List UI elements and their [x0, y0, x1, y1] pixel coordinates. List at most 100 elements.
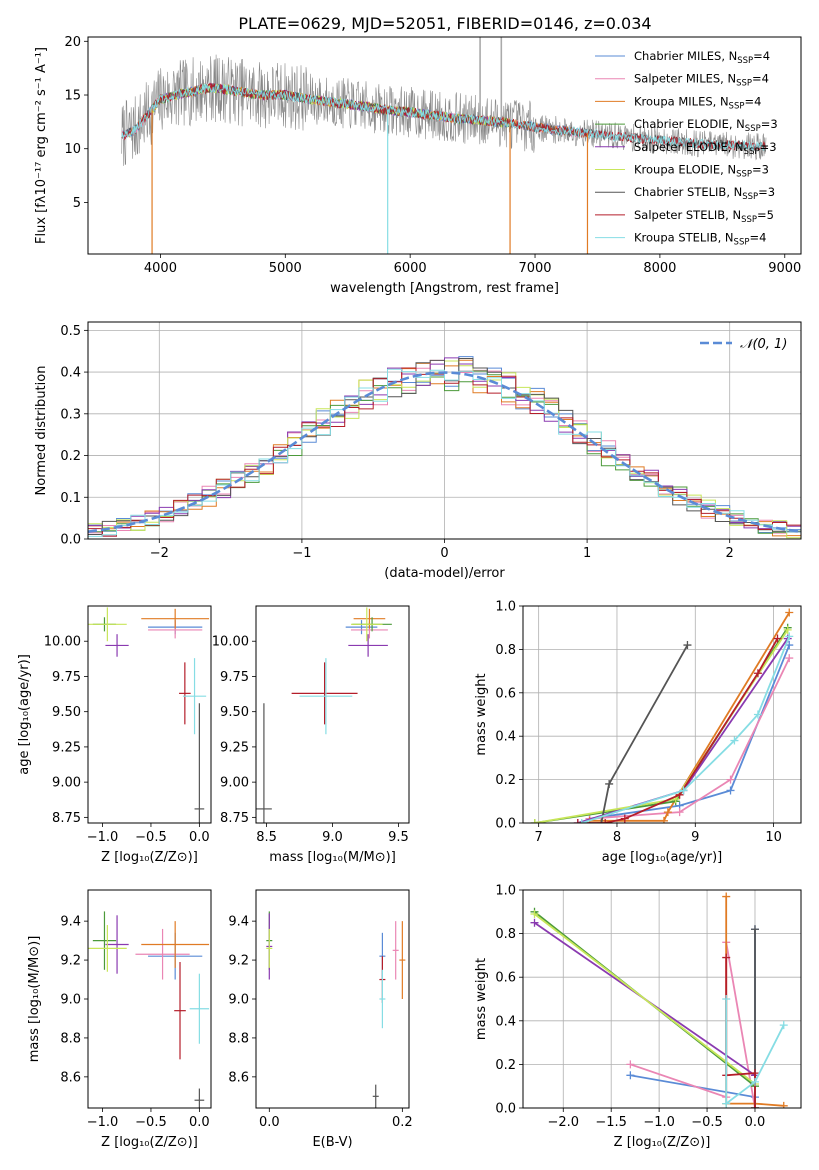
- series-marker: [577, 819, 586, 823]
- y-axis-label: mass weight: [474, 673, 489, 755]
- series-line: [534, 629, 789, 823]
- y-tick-label: 8.8: [60, 1031, 81, 1046]
- figure-title: PLATE=0629, MJD=52051, FIBERID=0146, z=0…: [238, 14, 651, 33]
- errorbar-point-kroupa-elodie: [350, 607, 383, 642]
- series-salpeter-stelib: [573, 634, 782, 823]
- weight-vs-metallicity-panel: −2.0 −1.5 −1.0 −0.5 0.0 0.0 0.2 0.4 0.6 0.8 1.0 Z […: [474, 884, 802, 1150]
- x-tick-label: 0.2: [392, 1115, 413, 1130]
- x-tick-label: 8000: [643, 261, 676, 276]
- x-tick-label: 10: [765, 830, 782, 845]
- errorbar-point-kroupa-elodie: [88, 607, 127, 642]
- x-axis-label: age [log₁₀(age/yr)]: [602, 850, 723, 865]
- errorbar-point-kroupa-elodie: [88, 925, 127, 972]
- errorbar-point-chabrier-stelib: [194, 703, 205, 823]
- x-tick-label: −1.5: [595, 1115, 627, 1130]
- series-line: [534, 627, 789, 823]
- plot-area: [266, 911, 406, 1108]
- errorbar-point-salpeter-elodie: [105, 634, 129, 657]
- errorbar-point-chabrier-stelib: [256, 703, 272, 823]
- series-marker: [659, 816, 668, 823]
- series-salpeter-elodie: [530, 918, 759, 1108]
- legend: 𝒩(0, 1): [700, 337, 787, 352]
- x-tick-label: 0.0: [745, 1115, 766, 1130]
- x-tick-label: 0.0: [259, 1115, 280, 1130]
- series-marker: [722, 953, 731, 962]
- y-tick-label: 0.4: [495, 1014, 516, 1029]
- series-marker: [726, 775, 735, 784]
- series-marker: [773, 634, 782, 643]
- series-kroupa-elodie: [530, 909, 759, 1108]
- x-tick-label: 9.5: [388, 830, 409, 845]
- errorbar-point-salpeter-stelib: [291, 662, 358, 725]
- axes-frame: [255, 889, 410, 1109]
- plot-area: [256, 607, 392, 823]
- x-tick-label: 9.0: [322, 830, 343, 845]
- y-tick-label: 0.4: [495, 730, 516, 745]
- series-chabrier-stelib: [597, 641, 692, 823]
- series-line: [577, 638, 779, 823]
- x-tick-label: −0.5: [135, 830, 167, 845]
- series-marker: [750, 925, 759, 934]
- y-tick-label: 0.2: [495, 1058, 516, 1073]
- series-marker: [597, 819, 606, 823]
- y-tick-label: 8.8: [228, 1031, 249, 1046]
- series-marker: [601, 819, 610, 823]
- x-tick-label: −2: [150, 546, 169, 561]
- errorbar-point-salpeter-stelib: [179, 662, 191, 725]
- x-axis-label: Z [log₁₀(Z/Z⊙)]: [101, 850, 198, 865]
- y-tick-label: 9.2: [60, 954, 81, 969]
- y-tick-label: 1.0: [495, 600, 516, 615]
- legend-label: Kroupa STELIB, NSSP=4: [634, 231, 766, 248]
- x-tick-label: 0: [440, 546, 448, 561]
- x-tick-label: 9000: [768, 261, 801, 276]
- x-axis-label: Z [log₁₀(Z/Z⊙)]: [614, 1135, 711, 1150]
- x-tick-label: −0.5: [691, 1115, 723, 1130]
- y-tick-label: 9.25: [52, 740, 81, 755]
- series-marker: [530, 819, 539, 823]
- legend-label: Kroupa MILES, NSSP=4: [634, 94, 761, 111]
- y-tick-label: 9.75: [220, 670, 249, 685]
- legend-label: Chabrier MILES, NSSP=4: [634, 49, 770, 66]
- series-marker: [722, 1099, 731, 1108]
- series-marker: [530, 909, 539, 918]
- y-tick-label: 0.2: [60, 449, 81, 464]
- age-vs-metallicity-panel: −1.0 −0.5 0.0 8.75 9.00 9.25 9.50 9.75 10.00 Z [l…: [17, 605, 212, 865]
- observed-spectrum: [121, 54, 767, 166]
- series-marker: [573, 819, 582, 823]
- legend-label: Chabrier ELODIE, NSSP=3: [634, 117, 778, 134]
- y-tick-label: 5: [73, 196, 81, 211]
- series-marker: [626, 1071, 635, 1080]
- axes-frame: [87, 605, 212, 824]
- legend-label: Salpeter MILES, NSSP=4: [634, 72, 769, 89]
- errorbar-point-kroupa-stelib: [299, 658, 353, 735]
- y-axis-label: age [log₁₀(age/yr)]: [17, 654, 32, 775]
- series-marker: [753, 669, 762, 678]
- series-line: [533, 921, 756, 1108]
- x-tick-label: 1: [583, 546, 591, 561]
- y-tick-label: 1.0: [495, 884, 516, 899]
- y-tick-label: 0.0: [495, 1102, 516, 1117]
- residuals-panel: −2 −1 0 1 2 0.0 0.1 0.2 0.3 0.4 0.5 (data-model)/er…: [34, 321, 802, 581]
- series-marker: [785, 632, 794, 641]
- x-tick-label: −2.0: [547, 1115, 579, 1130]
- series-marker: [620, 814, 629, 823]
- y-tick-label: 9.4: [228, 915, 249, 930]
- series-marker: [663, 808, 672, 817]
- x-tick-label: −1.0: [87, 830, 119, 845]
- series-marker: [675, 808, 684, 817]
- legend-label: Salpeter ELODIE, NSSP=3: [634, 140, 777, 157]
- x-axis-label: (data-model)/error: [384, 566, 505, 581]
- series-marker: [779, 1101, 788, 1108]
- mass-vs-ebv-panel: 0.0 0.2 8.6 8.8 9.0 9.2 9.4 E(B-V): [228, 889, 413, 1150]
- age-vs-mass-panel: 8.5 9.0 9.5 8.75 9.00 9.25 9.50 9.75 10.00 mass […: [212, 605, 410, 865]
- errorbar-point-kroupa-stelib: [379, 969, 386, 1029]
- y-axis-label: Flux [fλ10⁻¹⁷ erg cm⁻² s⁻¹ A⁻¹]: [34, 47, 49, 244]
- y-tick-label: 15: [64, 89, 81, 104]
- y-tick-label: 0.5: [60, 324, 81, 339]
- model-spectrum-kroupa-stelib: [121, 83, 767, 152]
- series-marker: [785, 608, 794, 617]
- errorbar-point-kroupa-miles: [141, 608, 210, 629]
- y-tick-label: 9.50: [52, 705, 81, 720]
- series-marker: [605, 779, 614, 788]
- errorbar-point-salpeter-elodie: [105, 915, 129, 974]
